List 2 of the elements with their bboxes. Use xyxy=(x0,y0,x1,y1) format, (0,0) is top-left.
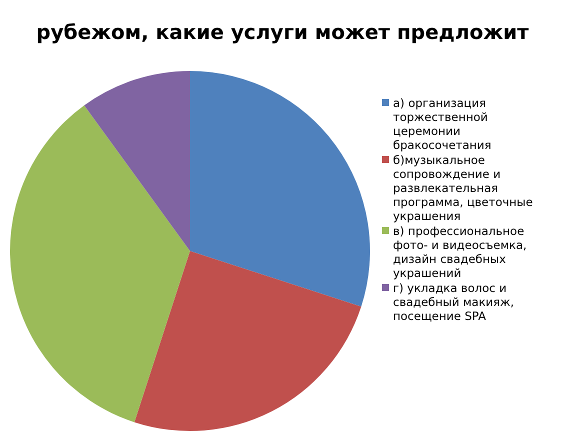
chart-title: рубежом, какие услуги может предложит xyxy=(35,20,530,44)
legend-label: г) укладка волос и свадебный макияж, посещение SPA xyxy=(393,281,516,323)
